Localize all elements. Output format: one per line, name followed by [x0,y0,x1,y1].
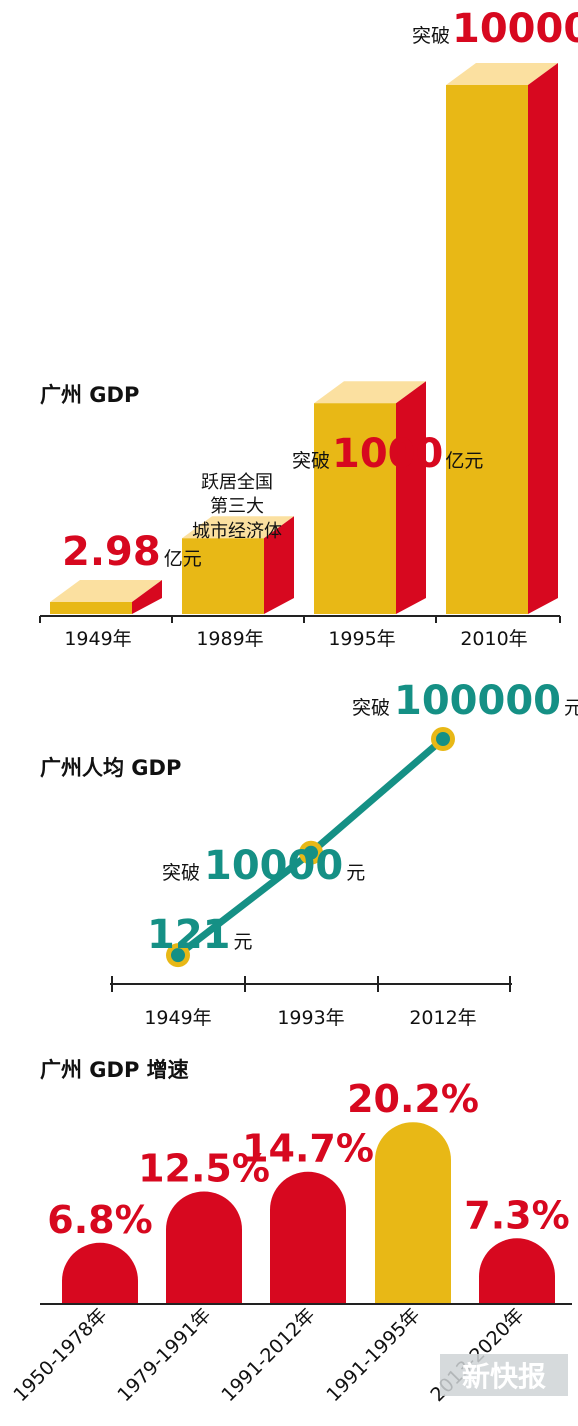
per-capita-category-label: 2012年 [409,1007,476,1029]
gdp-chart-title: 广州 GDP [40,383,139,407]
watermark: 新快报 [440,1354,568,1396]
gdp-1995-prefix: 突破 [292,450,330,472]
svg-text:突破10000亿元: 突破10000亿元 [412,6,578,52]
growth-rate-category-label: 1950-1978年 [9,1304,111,1406]
growth-rate-category-label: 1979-1991年 [113,1304,215,1406]
gdp-bar-top [182,516,294,539]
per-capita-2012-unit: 元 [564,697,578,719]
per-capita-annotation-2012: 突破 100000 元 [352,678,578,724]
gdp-bar-front [314,403,396,614]
gdp-bar-side [132,580,162,614]
growth-rate-value-label: 6.8% [47,1198,152,1242]
gdp-bar-front [50,602,132,614]
gdp-1949-unit: 亿元 [164,548,202,570]
gdp-bar-side [528,63,558,614]
per-capita-category-labels: 1949年 1993年 2012年 [144,1007,476,1029]
per-capita-point-dot [436,732,450,746]
per-capita-1993-value: 10000 [204,843,343,889]
growth-rate-category-label: 1991-2012年 [217,1304,319,1406]
gdp-category-label: 2010年 [460,628,527,650]
per-capita-category-label: 1993年 [277,1007,344,1029]
per-capita-point-dot [304,845,318,860]
gdp-1995-unit: 亿元 [445,450,483,472]
per-capita-annotation-1949: 121 元 [147,912,253,958]
per-capita-point-1993年 [299,840,323,865]
per-capita-points [166,727,455,968]
watermark-background [440,1354,568,1396]
gdp-bar-top [50,580,162,602]
gdp-annotation-1949: 2.98 亿元 [62,529,202,575]
growth-rate-category-label: 1991-1995年 [322,1304,424,1406]
watermark-text: 新快报 [462,1360,546,1393]
per-capita-point-dot [171,948,185,963]
gdp-annotation-1989: 跃居全国 第三大 城市经济体 [192,472,282,542]
per-capita-1993-unit: 元 [346,862,365,884]
per-capita-2012-value: 100000 [394,678,561,724]
gdp-bar-2010年 [446,63,558,614]
gdp-tick-marks [39,616,561,623]
gdp-bar-side [396,381,426,614]
per-capita-annotation-1993: 突破 10000 元 [162,843,365,889]
growth-rate-bar-1979-1991年 [166,1191,242,1304]
gdp-bar-chart: 广州 GDP 1949年 1989年 1995年 2010年 2.98 亿元 跃居全国 … [39,6,578,650]
growth-rate-value-label: 7.3% [464,1193,569,1237]
per-capita-title: 广州人均 GDP [40,756,181,780]
per-capita-point-1949年 [166,943,190,968]
growth-rate-bar-1991-1995年 [375,1122,451,1304]
growth-rate-title: 广州 GDP 增速 [40,1058,189,1082]
gdp-bar-front [446,85,528,614]
growth-rate-bars [62,1122,555,1304]
gdp-2010-prefix: 突破 [412,25,450,47]
gdp-1949-value: 2.98 [62,529,161,575]
per-capita-2012-prefix: 突破 [352,697,390,719]
growth-rate-value-label: 12.5% [138,1147,270,1191]
per-capita-1949-value: 121 [147,912,231,958]
gdp-1989-line-1: 跃居全国 [201,472,273,493]
per-capita-tick-marks [111,976,511,992]
growth-rate-bar-1991-2012年 [270,1171,346,1304]
growth-rate-value-label: 20.2% [347,1077,479,1121]
gdp-annotation-1995: 突破1000 亿元 [292,431,483,477]
gdp-bar-1989年 [182,516,294,614]
gdp-category-label: 1995年 [328,628,395,650]
gdp-category-label: 1989年 [196,628,263,650]
growth-rate-value-label: 14.7% [242,1127,374,1171]
growth-rate-chart: 广州 GDP 增速 6.8% 12.5%14.7% 20.2% 7.3% 1950-1… [9,1058,572,1406]
growth-rate-bar-1950-1978年 [62,1242,138,1304]
per-capita-1993-prefix: 突破 [162,862,200,884]
per-capita-category-label: 1949年 [144,1007,211,1029]
per-capita-1949-unit: 元 [234,931,253,953]
gdp-1989-line-3: 城市经济体 [192,521,282,542]
gdp-bar-top [314,381,426,404]
gdp-bars-group [50,63,558,614]
gdp-bar-front [182,538,264,614]
gdp-2010-value: 10000 [452,6,578,52]
growth-rate-bar-2013-2020年 [479,1238,555,1304]
gdp-bar-top [446,63,558,85]
gdp-bar-1949年 [50,580,162,614]
gdp-annotation-2010: 突破10000亿元 [412,6,578,52]
growth-rate-value-labels: 6.8% 12.5%14.7% 20.2% 7.3% [47,1077,569,1242]
gdp-bar-1995年 [314,381,426,614]
gdp-category-labels: 1949年 1989年 1995年 2010年 [64,628,527,650]
gdp-1989-line-2: 第三大 [210,496,264,517]
gdp-bar-side [264,516,294,614]
per-capita-point-2012年 [431,727,455,751]
per-capita-line-chart: 广州人均 GDP 1949年 1993年 2012年 121 元 突破 10000 元 突… [40,678,578,1029]
gdp-1995-value: 1000 [332,431,443,477]
gdp-category-label: 1949年 [64,628,131,650]
